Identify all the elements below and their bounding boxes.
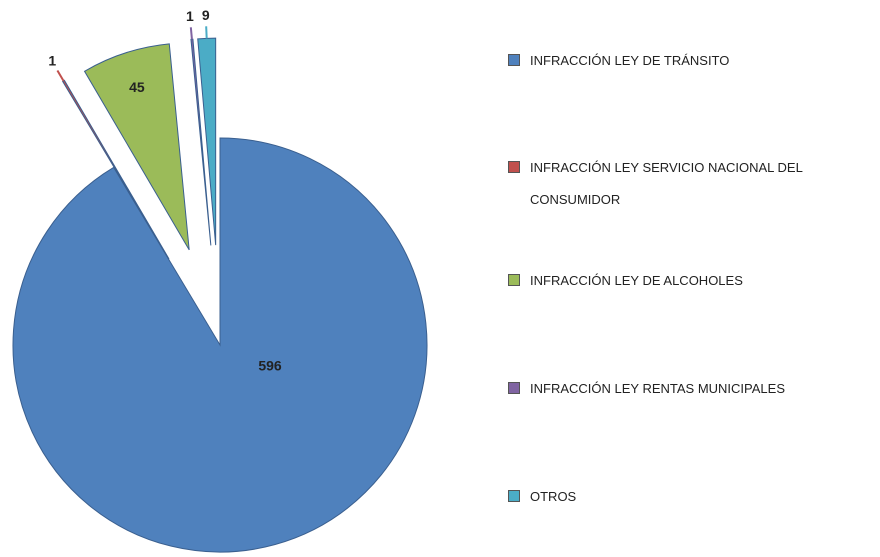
legend-item: OTROS <box>508 481 868 513</box>
legend-swatch <box>508 490 520 502</box>
legend-swatch <box>508 161 520 173</box>
data-label: 1 <box>186 8 194 24</box>
legend-swatch <box>508 54 520 66</box>
legend-label: INFRACCIÓN LEY SERVICIO NACIONAL DEL CON… <box>530 160 803 207</box>
legend-swatch <box>508 274 520 286</box>
leader-line <box>56 70 65 82</box>
legend-swatch <box>508 382 520 394</box>
legend-label: INFRACCIÓN LEY RENTAS MUNICIPALES <box>530 381 785 396</box>
legend-item: INFRACCIÓN LEY SERVICIO NACIONAL DEL CON… <box>508 152 868 216</box>
legend-item: INFRACCIÓN LEY RENTAS MUNICIPALES <box>508 373 868 405</box>
data-label: 1 <box>48 53 56 69</box>
pie-slice <box>197 37 217 246</box>
data-label: 9 <box>202 7 210 23</box>
legend-label: OTROS <box>530 489 577 504</box>
leader-line <box>189 27 193 40</box>
pie-slice <box>12 137 428 553</box>
legend-item: INFRACCIÓN LEY DE ALCOHOLES <box>508 265 868 297</box>
data-label: 596 <box>258 358 282 374</box>
legend-label: INFRACCIÓN LEY DE TRÁNSITO <box>530 53 730 68</box>
legend-item: INFRACCIÓN LEY DE TRÁNSITO <box>508 45 868 77</box>
legend-label: INFRACCIÓN LEY DE ALCOHOLES <box>530 273 743 288</box>
data-label: 45 <box>129 79 145 95</box>
pie-slice <box>83 43 190 251</box>
leader-line <box>205 26 208 39</box>
